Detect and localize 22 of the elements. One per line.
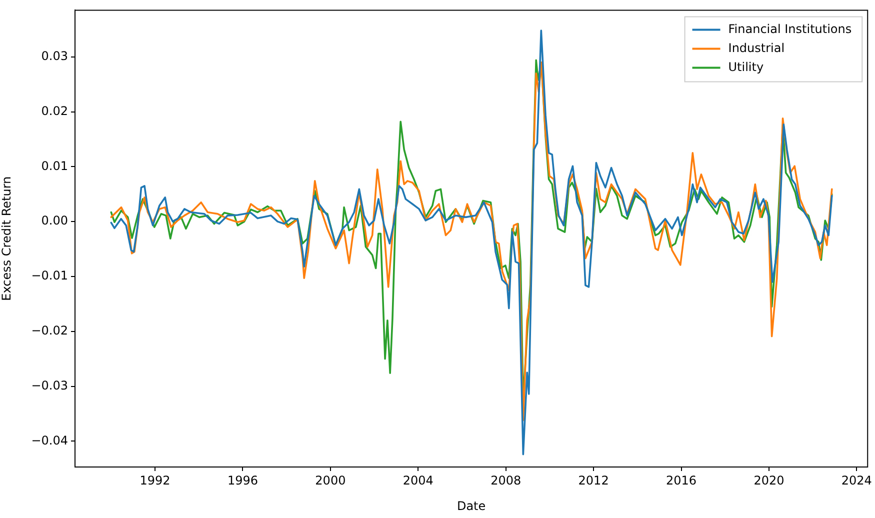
y-tick-label: −0.02 — [31, 324, 68, 338]
x-tick-label: 2016 — [666, 473, 697, 488]
legend-label: Financial Institutions — [728, 22, 852, 36]
y-tick-label: −0.03 — [31, 378, 68, 392]
legend-label: Industrial — [728, 40, 785, 55]
y-tick-label: 0.01 — [41, 158, 68, 173]
x-tick-label: 2000 — [315, 473, 346, 488]
y-tick-label: 0.03 — [41, 48, 68, 63]
x-tick-label: 1992 — [140, 473, 170, 488]
y-axis-title: Excess Credit Return — [0, 176, 14, 301]
y-tick-label: 0.00 — [41, 214, 68, 228]
x-tick-label: 2020 — [754, 473, 784, 488]
x-tick-label: 2008 — [490, 473, 522, 488]
x-tick-label: 2024 — [841, 473, 872, 488]
y-tick-label: −0.01 — [31, 268, 68, 283]
x-tick-label: 1996 — [227, 473, 258, 488]
y-tick-label: −0.04 — [31, 433, 68, 448]
legend-label: Utility — [728, 60, 764, 74]
x-tick-label: 2012 — [578, 473, 609, 488]
y-tick-label: 0.02 — [41, 104, 68, 118]
x-axis-title: Date — [456, 498, 486, 513]
x-tick-label: 2004 — [402, 473, 434, 488]
